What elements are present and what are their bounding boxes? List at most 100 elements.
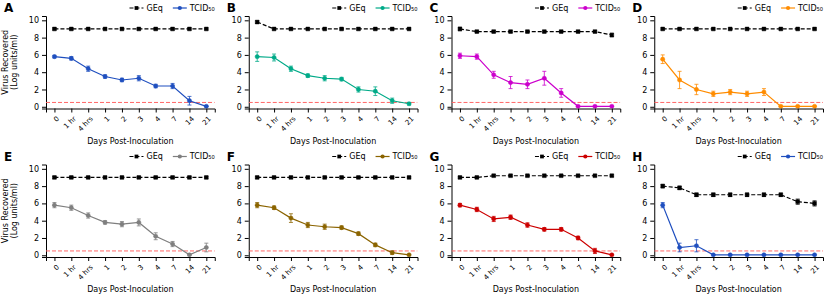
y-tick: 6 bbox=[237, 199, 249, 208]
error-bar bbox=[289, 214, 293, 223]
x-tick-mark bbox=[781, 109, 782, 113]
legend-item: TCID₅₀ bbox=[578, 152, 620, 161]
series bbox=[52, 203, 208, 257]
data-point bbox=[255, 55, 259, 59]
x-tick-mark bbox=[477, 109, 478, 113]
legend: GEqTCID₅₀ bbox=[129, 152, 214, 161]
x-tick: 2 bbox=[120, 257, 129, 272]
data-point bbox=[593, 174, 597, 178]
data-point bbox=[289, 27, 293, 31]
x-tick: 1 bbox=[103, 109, 112, 124]
series-line bbox=[54, 28, 206, 29]
error-bar bbox=[137, 219, 141, 226]
y-tick-mark bbox=[448, 89, 452, 90]
x-tick: 2 bbox=[322, 109, 331, 124]
data-point bbox=[526, 174, 530, 178]
series-line bbox=[460, 176, 612, 178]
data-point bbox=[204, 104, 208, 108]
series-line bbox=[460, 29, 612, 35]
panel: 01 hr4 hrs1234714210246810HDays Post-Ino… bbox=[632, 150, 823, 295]
x-tick-label: 4 hrs bbox=[482, 263, 500, 281]
legend: GEqTCID₅₀ bbox=[129, 4, 214, 13]
x-tick-mark bbox=[206, 109, 207, 113]
x-tick-mark bbox=[713, 109, 714, 113]
data-point bbox=[154, 176, 158, 180]
y-tick-label: 4 bbox=[34, 217, 39, 226]
x-axis: 01 hr4 hrs123471421 bbox=[452, 109, 621, 134]
y-tick-mark bbox=[448, 255, 452, 256]
data-point bbox=[53, 176, 57, 180]
data-point bbox=[762, 90, 766, 94]
data-point bbox=[576, 104, 580, 108]
data-point bbox=[272, 206, 276, 210]
data-point bbox=[120, 78, 124, 82]
data-point bbox=[306, 176, 310, 180]
legend-item: TCID₅₀ bbox=[578, 4, 620, 13]
x-tick-mark bbox=[815, 109, 816, 113]
y-tick-label: 2 bbox=[34, 234, 39, 243]
x-tick-mark bbox=[561, 257, 562, 261]
data-point bbox=[86, 27, 90, 31]
data-point bbox=[373, 176, 377, 180]
y-tick-mark bbox=[448, 55, 452, 56]
y-tick-label: 4 bbox=[237, 68, 242, 77]
x-tick-mark bbox=[71, 109, 72, 113]
x-tick-label: 1 hr bbox=[468, 115, 484, 131]
plot-area bbox=[654, 184, 823, 257]
y-tick-mark bbox=[245, 38, 249, 39]
x-tick-label: 1 hr bbox=[62, 263, 78, 279]
data-point bbox=[779, 27, 783, 31]
y-tick: 6 bbox=[642, 51, 654, 60]
x-axis: 01 hr4 hrs123471421 bbox=[249, 109, 418, 134]
x-tick: 4 bbox=[356, 257, 365, 272]
legend-item: TCID₅₀ bbox=[376, 4, 418, 13]
x-tick-label: 1 hr bbox=[468, 263, 484, 279]
y-tick-label: 6 bbox=[642, 51, 647, 60]
legend-item: TCID₅₀ bbox=[173, 152, 215, 161]
y-axis-line bbox=[448, 165, 453, 258]
y-tick-label: 0 bbox=[642, 251, 647, 260]
x-tick-mark bbox=[274, 257, 275, 261]
plot-area bbox=[46, 27, 215, 108]
data-point bbox=[86, 67, 90, 71]
y-tick-mark bbox=[42, 221, 46, 222]
x-tick: 4 bbox=[356, 109, 365, 124]
x-axis-line bbox=[655, 258, 824, 262]
error-bar bbox=[255, 21, 259, 24]
x-tick-mark bbox=[663, 257, 664, 261]
data-point bbox=[762, 27, 766, 31]
data-point bbox=[559, 227, 563, 231]
data-point bbox=[508, 80, 512, 84]
data-point bbox=[103, 27, 107, 31]
series bbox=[255, 20, 411, 31]
x-tick-mark bbox=[122, 109, 123, 113]
data-point bbox=[52, 55, 56, 59]
series-line bbox=[663, 205, 815, 255]
y-tick-mark bbox=[650, 169, 654, 170]
data-point bbox=[407, 102, 411, 106]
legend-marker bbox=[135, 6, 139, 10]
legend-item: TCID₅₀ bbox=[781, 4, 823, 13]
legend-label: TCID₅₀ bbox=[797, 4, 823, 13]
y-tick-label: 6 bbox=[34, 199, 39, 208]
data-point bbox=[745, 193, 749, 197]
y-tick: 10 bbox=[232, 16, 249, 25]
error-bar bbox=[813, 201, 817, 206]
chart-container: 01 hr4 hrs1234714210246810ADays Post-Ino… bbox=[0, 0, 831, 297]
data-point bbox=[289, 176, 293, 180]
x-tick-label: 3 bbox=[339, 263, 348, 272]
data-point bbox=[323, 27, 327, 31]
legend-marker bbox=[380, 154, 384, 158]
x-tick-mark bbox=[730, 257, 731, 261]
x-tick-label: 2 bbox=[120, 263, 129, 272]
y-tick: 0 bbox=[34, 103, 46, 112]
error-bar bbox=[373, 87, 377, 96]
x-tick: 14 bbox=[590, 109, 602, 127]
error-bar bbox=[593, 248, 597, 253]
error-bar bbox=[120, 222, 124, 227]
x-tick-mark bbox=[696, 109, 697, 113]
x-tick: 4 hrs bbox=[482, 257, 500, 282]
x-tick: 4 hrs bbox=[685, 109, 703, 134]
series bbox=[661, 203, 817, 257]
y-tick-label: 4 bbox=[439, 217, 444, 226]
